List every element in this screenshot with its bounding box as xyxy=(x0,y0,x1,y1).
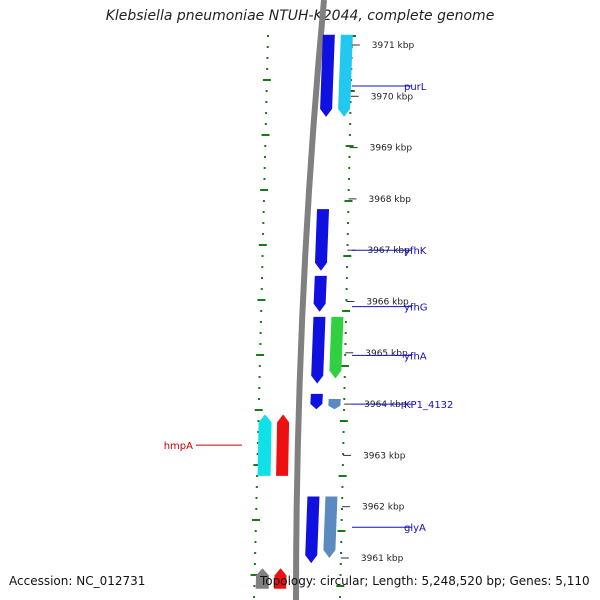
gene-arrow xyxy=(314,209,330,271)
gene-features xyxy=(255,34,353,589)
gc-dot-tracks xyxy=(250,35,356,598)
gene-label: glyA xyxy=(404,523,426,534)
gene-arrow xyxy=(338,34,353,117)
kbp-tick-label: 3966 kbp xyxy=(366,298,409,308)
genome-summary-text: Topology: circular; Length: 5,248,520 bp… xyxy=(260,574,590,588)
kbp-tick-label: 3969 kbp xyxy=(370,144,413,154)
gene-label: yfhA xyxy=(404,351,427,362)
gene-label: yfhG xyxy=(404,303,428,314)
gene-arrow xyxy=(323,496,338,558)
gene-label: yfhK xyxy=(404,246,427,257)
kbp-tick-label: 3970 kbp xyxy=(371,92,414,102)
map-title: Klebsiella pneumoniae NTUH-K2044, comple… xyxy=(105,8,495,24)
kbp-tick-label: 3967 kbp xyxy=(367,246,410,256)
gene-label: hmpA xyxy=(164,441,193,452)
gene-arrow xyxy=(311,316,326,384)
gene-arrow xyxy=(257,414,272,476)
kbp-tick-label: 3971 kbp xyxy=(372,41,415,51)
kbp-tick-label: 3961 kbp xyxy=(361,554,404,564)
gene-arrow xyxy=(328,398,341,410)
gene-label: purL xyxy=(404,82,427,93)
gene-arrow xyxy=(320,34,335,117)
kbp-tick-label: 3968 kbp xyxy=(369,195,412,205)
gene-arrow xyxy=(313,275,327,312)
backbone-line xyxy=(293,0,327,600)
kbp-ticks: 3971 kbp 3970 kbp 3969 kbp 3968 kbp 3967 kbp… xyxy=(340,41,415,564)
kbp-tick-label: 3964 kbp xyxy=(364,400,407,410)
kbp-tick-label: 3963 kbp xyxy=(363,451,406,461)
gene-arrow xyxy=(329,316,344,379)
accession-text: Accession: NC_012731 xyxy=(9,574,146,588)
gene-arrow xyxy=(305,496,320,564)
gene-arrow xyxy=(276,414,290,476)
kbp-tick-label: 3965 kbp xyxy=(365,349,408,359)
kbp-tick-label: 3962 kbp xyxy=(362,503,405,513)
gene-label: KP1_4132 xyxy=(404,400,453,411)
gene-arrow xyxy=(310,393,323,410)
gene-labels: purL yfhK yfhG yfhA KP1_4132 glyA hmpA xyxy=(164,82,454,534)
gene-arrow xyxy=(255,568,270,589)
genome-backbone xyxy=(293,0,327,600)
gene-arrow xyxy=(274,568,287,589)
